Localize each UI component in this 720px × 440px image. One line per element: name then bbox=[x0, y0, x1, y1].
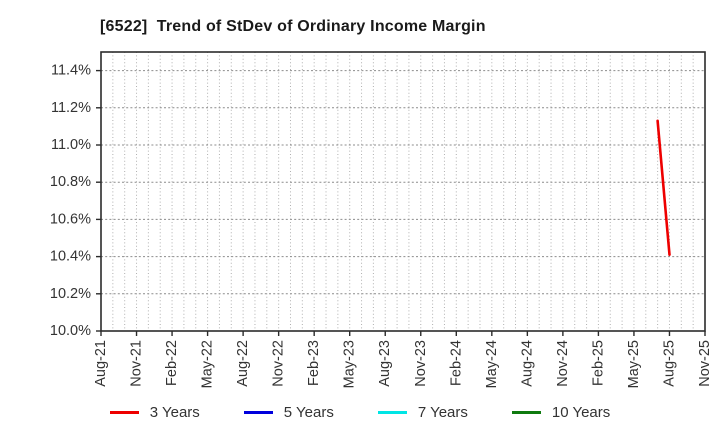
chart-title: [6522] Trend of StDev of Ordinary Income… bbox=[100, 18, 486, 35]
x-axis-label: May-23 bbox=[342, 340, 358, 388]
x-axis-label: Feb-22 bbox=[164, 340, 180, 386]
chart-legend: 3 Years 5 Years 7 Years 10 Years bbox=[0, 404, 720, 421]
y-axis-label: 10.6% bbox=[50, 211, 91, 227]
x-axis-label: Aug-22 bbox=[235, 340, 251, 387]
x-axis-label: Nov-25 bbox=[697, 340, 713, 387]
legend-item-5-years: 5 Years bbox=[243, 404, 334, 421]
x-axis-label: Aug-24 bbox=[519, 340, 535, 387]
y-axis-label: 10.8% bbox=[50, 174, 91, 190]
x-axis-label: May-25 bbox=[626, 340, 642, 388]
legend-label: 5 Years bbox=[283, 404, 334, 421]
legend-label: 3 Years bbox=[149, 404, 200, 421]
legend-label: 10 Years bbox=[551, 404, 611, 421]
legend-label: 7 Years bbox=[417, 404, 468, 421]
x-axis-label: Nov-24 bbox=[555, 340, 571, 387]
y-axis-label: 11.0% bbox=[51, 137, 91, 153]
legend-swatch-icon bbox=[511, 411, 541, 414]
y-axis-label: 10.2% bbox=[50, 286, 91, 302]
y-axis-label: 10.4% bbox=[50, 249, 91, 265]
x-axis-label: Nov-21 bbox=[129, 340, 145, 387]
x-axis-label: Nov-23 bbox=[413, 340, 429, 387]
legend-swatch-icon bbox=[243, 411, 273, 414]
legend-swatch-icon bbox=[377, 411, 407, 414]
x-axis-label: Aug-23 bbox=[377, 340, 393, 387]
plot-border bbox=[100, 51, 706, 332]
x-axis-label: Feb-23 bbox=[306, 340, 322, 386]
y-axis-label: 11.2% bbox=[51, 100, 91, 116]
x-axis-label: Nov-22 bbox=[271, 340, 287, 387]
legend-swatch-icon bbox=[109, 411, 139, 414]
x-axis-label: Feb-25 bbox=[590, 340, 606, 386]
legend-item-7-years: 7 Years bbox=[377, 404, 468, 421]
x-axis-label: Aug-25 bbox=[661, 340, 677, 387]
y-axis-label: 10.0% bbox=[50, 323, 91, 339]
y-axis-label: 11.4% bbox=[51, 63, 91, 79]
x-axis-label: May-22 bbox=[200, 340, 216, 388]
series-line-3-years bbox=[656, 119, 671, 256]
x-axis-label: May-24 bbox=[484, 340, 500, 388]
x-axis-label: Feb-24 bbox=[448, 340, 464, 386]
x-axis-label: Aug-21 bbox=[93, 340, 109, 387]
legend-item-3-years: 3 Years bbox=[109, 404, 200, 421]
legend-item-10-years: 10 Years bbox=[511, 404, 611, 421]
